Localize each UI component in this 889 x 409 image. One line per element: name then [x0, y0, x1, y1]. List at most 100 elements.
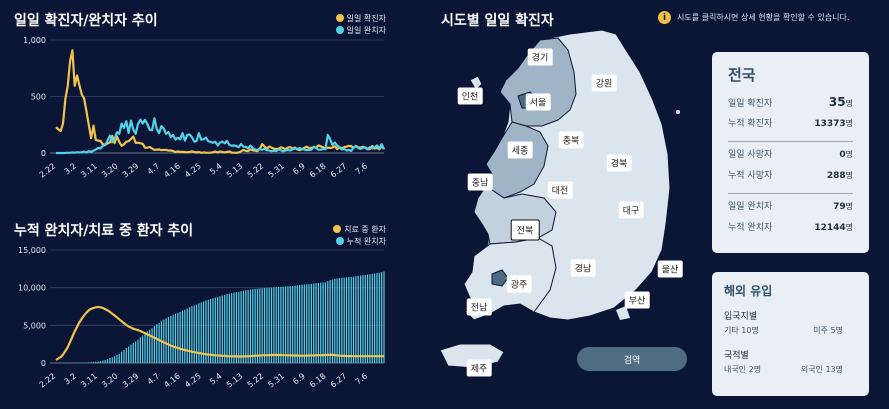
bar-52	[177, 312, 179, 363]
bar-125	[348, 277, 350, 363]
map-region-chungnam[interactable]	[485, 121, 549, 199]
bar-58	[191, 306, 193, 363]
bar-106	[303, 284, 305, 363]
bar-113	[320, 282, 322, 363]
map-region-gyeonggi[interactable]	[499, 37, 577, 127]
bar-19	[99, 361, 102, 363]
map-label-gyeongnam[interactable]: 경남	[570, 259, 596, 277]
bar-60	[195, 304, 198, 363]
bar-68	[214, 297, 216, 363]
bar-88	[261, 288, 263, 363]
bar-133	[367, 274, 369, 363]
bar-124	[345, 277, 348, 363]
bar-82	[247, 290, 249, 363]
x-tick-label: 3.11	[79, 161, 99, 179]
bar-96	[280, 286, 282, 363]
map-label-jeju[interactable]: 제주	[466, 359, 492, 377]
x-tick-label: 6.27	[329, 371, 349, 389]
bar-32	[130, 344, 132, 363]
bar-111	[315, 283, 317, 363]
quarantine-button[interactable]: 검역	[577, 347, 687, 371]
bar-119	[334, 278, 336, 363]
x-tick-label: 5.22	[246, 371, 266, 389]
bar-28	[121, 351, 123, 363]
bar-80	[242, 290, 245, 363]
map-label-sejong[interactable]: 세종	[507, 141, 533, 159]
bar-37	[142, 335, 144, 363]
bar-86	[256, 288, 259, 363]
daily-chart-legend: 일일 확진자 일일 완치자	[300, 12, 386, 36]
legend-item-cumulative-recovered: 누적 완치자	[300, 235, 386, 247]
x-tick-label: 4.16	[162, 161, 182, 179]
bar-55	[184, 309, 186, 363]
daily-trend-chart: 0 500 1,000 2.22 3.2 3.11 3.20 3.29 4.7 4.16 4.25 5…	[23, 36, 386, 180]
map-label-ulsan[interactable]: 울산	[657, 260, 683, 278]
map-label-chungbuk[interactable]: 충북	[558, 131, 584, 149]
bar-23	[109, 358, 111, 363]
map-label-gangwon[interactable]: 강원	[591, 74, 617, 92]
map-label-gyeonggi[interactable]: 경기	[527, 48, 553, 66]
summary-stat-row: 누적 사망자 288명	[728, 168, 853, 189]
bar-138	[378, 272, 380, 363]
bar-67	[212, 298, 214, 363]
legend-dot-yellow	[335, 14, 344, 22]
bar-79	[240, 291, 242, 363]
bar-99	[287, 286, 289, 363]
bar-90	[266, 287, 268, 363]
legend-dot-cyan	[335, 237, 344, 245]
x-tick-label: 2.22	[38, 371, 58, 389]
bar-31	[128, 346, 130, 363]
bar-53	[179, 311, 181, 363]
bar-18	[97, 361, 99, 363]
bar-108	[308, 284, 310, 363]
bar-34	[135, 341, 137, 363]
map-label-chungnam[interactable]: 충남	[467, 173, 493, 191]
bar-114	[322, 282, 324, 363]
map-label-jeonnam[interactable]: 전남	[466, 298, 492, 316]
bar-128	[355, 276, 357, 363]
bar-77	[235, 292, 237, 363]
bar-56	[186, 308, 188, 363]
national-summary-card: 전국 일일 확진자 35명 누적 확진자 13373명 일일 사망자 0명 누적 사망자 28…	[712, 52, 869, 253]
map-label-daegu[interactable]: 대구	[618, 201, 644, 219]
map-region-incheon[interactable]	[469, 75, 483, 91]
x-tick-label: 5.22	[246, 161, 266, 179]
legend-item-daily-recovered: 일일 완치자	[300, 24, 386, 36]
stat-value: 79명	[833, 202, 853, 212]
bar-121	[338, 278, 341, 363]
map-label-jeonbuk[interactable]: 전북	[510, 219, 540, 241]
x-tick-label: 3.29	[121, 371, 141, 389]
map-label-incheon[interactable]: 인천	[457, 87, 483, 105]
map-label-busan[interactable]: 부산	[624, 291, 650, 309]
bar-97	[282, 286, 284, 363]
bar-51	[174, 313, 177, 363]
bar-27	[118, 353, 120, 363]
x-tick-label: 3.29	[121, 161, 141, 179]
by-nationality-item: 내국인 2명	[724, 365, 762, 374]
bar-127	[352, 276, 355, 363]
bar-139	[381, 272, 383, 363]
x-tick-label: 6.9	[291, 371, 307, 386]
map-label-daejeon[interactable]: 대전	[547, 181, 573, 199]
stat-label: 누적 확진자	[728, 119, 773, 129]
map-label-gyeongbuk[interactable]: 경북	[606, 154, 632, 172]
bar-84	[252, 289, 254, 363]
stat-unit: 명	[845, 171, 853, 180]
stat-value: 0명	[839, 150, 853, 160]
map-region-gwangju[interactable]	[491, 269, 509, 287]
bar-72	[224, 294, 226, 363]
bar-122	[341, 277, 343, 363]
legend-label: 일일 완치자	[346, 25, 386, 35]
map-label-gwangju[interactable]: 광주	[506, 275, 532, 293]
korea-map[interactable]	[430, 28, 710, 398]
bar-62	[200, 302, 202, 363]
bar-50	[172, 314, 174, 363]
map-label-seoul[interactable]: 서울	[525, 93, 551, 111]
bar-110	[313, 283, 315, 363]
cumulative-chart-legend: 치료 중 환자 누적 완치자	[300, 223, 386, 247]
by-nationality-label: 국적별	[724, 351, 749, 361]
bar-130	[359, 275, 362, 363]
overseas-title: 해외 유입	[724, 284, 773, 298]
info-icon: i	[658, 11, 671, 24]
x-tick-label: 5.13	[225, 371, 245, 389]
